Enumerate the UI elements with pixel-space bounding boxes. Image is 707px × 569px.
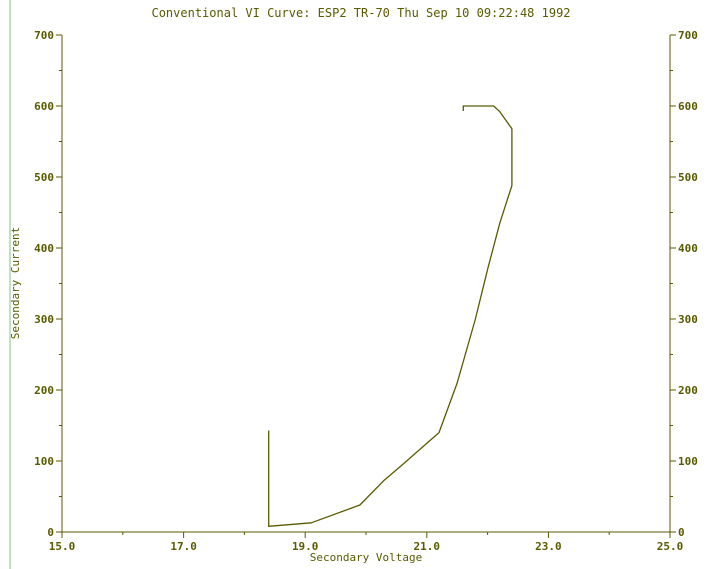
y-tick-label-left-1: 100	[34, 455, 54, 468]
x-tick-label-3: 21.0	[414, 540, 441, 553]
vi-curve-line-0	[268, 105, 513, 527]
x-axis-label: Secondary Voltage	[310, 551, 423, 564]
y-tick-label-left-6: 600	[34, 100, 54, 113]
x-tick-label-0: 15.0	[49, 540, 76, 553]
axes-frame	[61, 35, 671, 533]
y-tick-label-left-7: 700	[34, 29, 54, 42]
tick-label-group: 15.0 17.0 19.0 21.0 23.0 25.00100200300400500…	[34, 29, 698, 553]
y-tick-label-right-7: 700	[678, 29, 698, 42]
y-tick-label-left-3: 300	[34, 313, 54, 326]
x-tick-label-4: 23.0	[535, 540, 562, 553]
y-tick-label-right-6: 600	[678, 100, 698, 113]
chart-title: Conventional VI Curve: ESP2 TR-70 Thu Se…	[151, 6, 570, 20]
y-tick-label-right-1: 100	[678, 455, 698, 468]
tick-group	[56, 34, 676, 538]
y-tick-label-left-0: 0	[47, 526, 54, 539]
x-tick-label-5: 25.0	[657, 540, 684, 553]
y-tick-label-right-2: 200	[678, 384, 698, 397]
y-tick-label-left-4: 400	[34, 242, 54, 255]
y-axis-label: Secondary Current	[9, 227, 22, 340]
y-tick-label-right-5: 500	[678, 171, 698, 184]
series-layer	[268, 105, 513, 527]
y-tick-label-left-5: 500	[34, 171, 54, 184]
y-tick-label-right-4: 400	[678, 242, 698, 255]
x-tick-label-2: 19.0	[292, 540, 319, 553]
minor-tick-group	[59, 70, 673, 535]
y-tick-label-right-0: 0	[678, 526, 685, 539]
y-tick-label-right-3: 300	[678, 313, 698, 326]
y-tick-label-left-2: 200	[34, 384, 54, 397]
x-tick-label-1: 17.0	[170, 540, 197, 553]
